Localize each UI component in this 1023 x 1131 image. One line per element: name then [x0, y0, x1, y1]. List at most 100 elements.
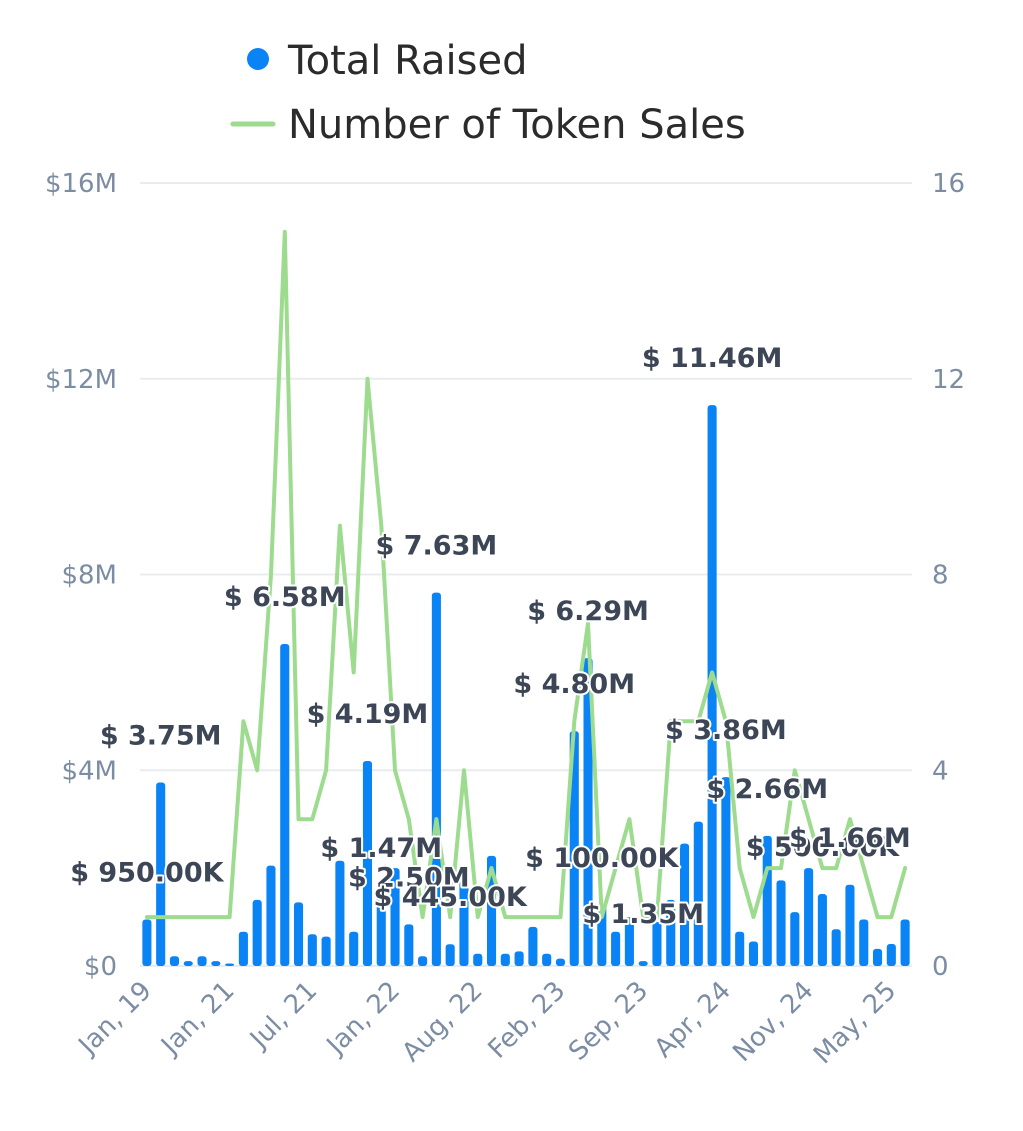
- data-label: $ 100.00K: [525, 843, 679, 874]
- bar-total-raised[interactable]: [735, 931, 745, 966]
- bar-total-raised[interactable]: [831, 929, 841, 966]
- grid: [140, 182, 912, 967]
- bar-total-raised[interactable]: [459, 865, 469, 966]
- data-label: $ 500.00K: [746, 832, 900, 863]
- bar-total-raised[interactable]: [445, 944, 455, 966]
- bar-total-raised[interactable]: [679, 843, 690, 966]
- bar-total-raised[interactable]: [693, 821, 703, 966]
- bar-total-raised[interactable]: [156, 782, 166, 966]
- bar-total-raised[interactable]: [886, 943, 896, 966]
- x-tick-label: Jan, 19: [72, 976, 158, 1062]
- bar-total-raised[interactable]: [225, 963, 235, 966]
- bar-total-raised[interactable]: [872, 948, 883, 966]
- x-tick-label: Feb, 23: [483, 976, 572, 1065]
- bar-total-raised[interactable]: [390, 868, 400, 966]
- data-label: $ 1.66M: [789, 823, 911, 854]
- data-label: $ 1.47M: [320, 833, 442, 864]
- y-left-tick-label: $12M: [45, 365, 117, 395]
- y-right-tick-label: 12: [932, 365, 965, 395]
- bar-total-raised[interactable]: [528, 926, 538, 966]
- bar-total-raised[interactable]: [748, 941, 759, 966]
- data-label: $ 4.19M: [307, 699, 429, 730]
- data-label: $ 2.66M: [706, 774, 828, 805]
- y-right-tick-label: 4: [932, 756, 949, 786]
- bar-total-raised[interactable]: [611, 931, 621, 966]
- bar-total-raised[interactable]: [666, 899, 676, 966]
- x-tick-label: Nov, 24: [727, 976, 819, 1068]
- bar-total-raised[interactable]: [817, 894, 827, 966]
- legend[interactable]: Total Raised Number of Token Sales: [230, 38, 746, 148]
- bar-total-raised[interactable]: [652, 921, 662, 966]
- bar-total-raised[interactable]: [266, 865, 276, 966]
- y-axis-right: 0 4 8 12 16: [932, 169, 965, 982]
- bar-total-raised[interactable]: [307, 934, 317, 966]
- x-tick-label: Jan, 22: [320, 976, 406, 1062]
- bar-total-raised[interactable]: [431, 592, 441, 966]
- bar-total-raised[interactable]: [583, 658, 593, 966]
- x-tick-label: May, 25: [808, 976, 902, 1070]
- bar-total-raised[interactable]: [804, 868, 814, 966]
- bar-total-raised[interactable]: [238, 931, 248, 966]
- bar-total-raised[interactable]: [597, 904, 607, 966]
- y-left-tick-label: $16M: [45, 169, 117, 199]
- bar-total-raised[interactable]: [142, 919, 152, 966]
- bar-total-raised[interactable]: [197, 956, 207, 966]
- bar-total-raised[interactable]: [211, 961, 221, 966]
- bar-total-raised[interactable]: [183, 961, 193, 966]
- legend-bar-label: Total Raised: [287, 38, 528, 84]
- data-label: $ 7.63M: [376, 531, 498, 562]
- bar-total-raised[interactable]: [362, 760, 373, 966]
- data-label: $ 1.35M: [582, 899, 704, 930]
- bar-total-raised[interactable]: [707, 405, 717, 966]
- data-label: $ 4.80M: [513, 669, 635, 700]
- y-axis-left: $0 $4M $8M $12M $16M: [45, 169, 117, 982]
- bar-total-raised[interactable]: [293, 902, 304, 966]
- data-label: $ 11.46M: [642, 343, 782, 374]
- bar-total-raised[interactable]: [790, 912, 800, 966]
- y-right-tick-label: 8: [932, 561, 949, 591]
- x-tick-label: Sep, 23: [563, 976, 654, 1067]
- bar-total-raised[interactable]: [473, 953, 483, 966]
- bar-total-raised[interactable]: [349, 931, 359, 966]
- bar-total-raised[interactable]: [624, 917, 634, 966]
- x-tick-label: Apr, 24: [649, 976, 737, 1064]
- bar-total-raised[interactable]: [169, 956, 180, 966]
- y-left-tick-label: $0: [84, 952, 117, 982]
- bar-total-raised[interactable]: [418, 956, 428, 966]
- data-label: $ 6.58M: [224, 582, 346, 613]
- bar-total-raised[interactable]: [859, 919, 869, 966]
- bar-total-raised[interactable]: [555, 958, 566, 966]
- bar-total-raised[interactable]: [542, 953, 552, 966]
- legend-bar-marker: [247, 48, 269, 70]
- bar-total-raised[interactable]: [404, 924, 414, 966]
- bar-total-raised[interactable]: [376, 895, 386, 966]
- data-labels: $ 950.00K$ 3.75M$ 6.58M$ 4.19M$ 1.47M$ 2…: [68, 341, 913, 932]
- y-left-tick-label: $8M: [61, 561, 117, 591]
- data-label: $ 950.00K: [70, 858, 224, 889]
- bar-total-raised[interactable]: [569, 731, 579, 966]
- bar-total-raised[interactable]: [514, 951, 524, 966]
- data-label: $ 2.50M: [348, 862, 470, 893]
- bar-total-raised[interactable]: [900, 919, 910, 966]
- y-left-tick-label: $4M: [61, 756, 117, 786]
- bar-total-raised[interactable]: [500, 953, 510, 966]
- x-tick-label: Aug, 22: [396, 976, 488, 1068]
- bar-total-raised[interactable]: [721, 777, 731, 966]
- line-number-of-token-sales: [144, 229, 908, 920]
- bar-total-raised[interactable]: [321, 936, 331, 966]
- bar-total-raised[interactable]: [335, 860, 345, 966]
- bar-total-raised[interactable]: [252, 899, 262, 966]
- bar-total-raised[interactable]: [845, 884, 855, 966]
- bar-total-raised[interactable]: [280, 643, 290, 966]
- bar-total-raised[interactable]: [638, 961, 648, 966]
- data-label: $ 6.29M: [527, 596, 649, 627]
- legend-line-label: Number of Token Sales: [288, 102, 746, 148]
- data-label: $ 3.86M: [665, 715, 787, 746]
- y-right-tick-label: 16: [932, 169, 965, 199]
- line-token-sales[interactable]: [144, 229, 908, 920]
- y-right-tick-label: 0: [932, 952, 949, 982]
- bar-total-raised[interactable]: [776, 880, 786, 966]
